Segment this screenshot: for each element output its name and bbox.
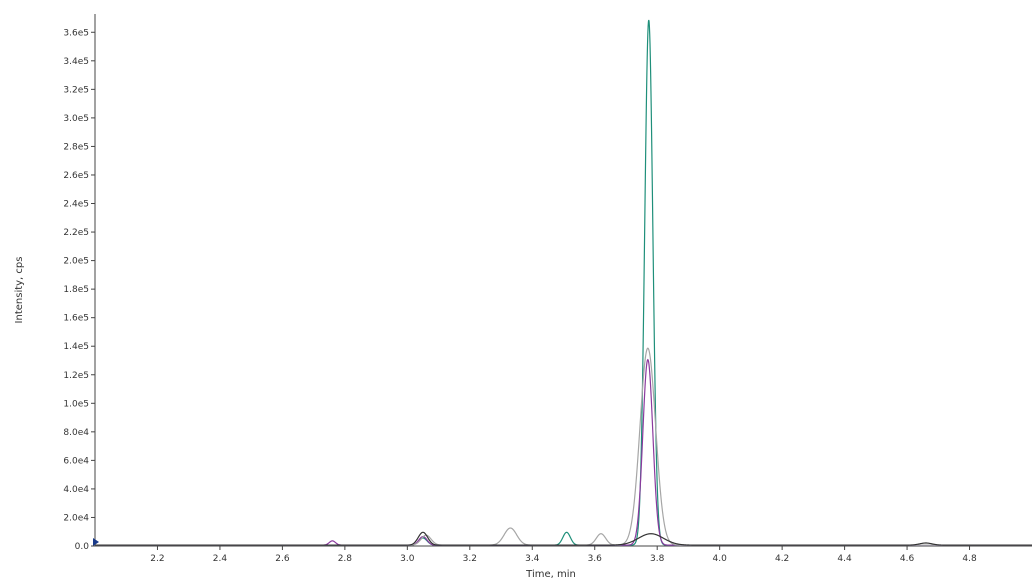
y-tick-label: 3.0e5 — [63, 114, 89, 124]
series-line — [95, 531, 1032, 546]
y-tick-label: 1.0e5 — [63, 399, 89, 409]
x-tick-label: 2.6 — [275, 554, 290, 564]
x-tick-label: 3.0 — [400, 554, 415, 564]
x-tick-label: 2.4 — [213, 554, 228, 564]
x-tick-label: 4.8 — [962, 554, 977, 564]
y-tick-label: 1.4e5 — [63, 342, 89, 352]
y-tick-label: 1.2e5 — [63, 371, 89, 381]
series-line — [95, 347, 1032, 546]
y-tick-label: 2.8e5 — [63, 142, 89, 152]
baseline-marker-icon — [93, 538, 99, 546]
x-tick-label: 3.4 — [525, 554, 540, 564]
y-tick-label: 1.8e5 — [63, 285, 89, 295]
y-tick-label: 2.0e4 — [63, 513, 89, 523]
y-tick-label: 1.6e5 — [63, 314, 89, 324]
y-tick-label: 2.2e5 — [63, 228, 89, 238]
y-tick-label: 4.0e4 — [63, 485, 89, 495]
x-tick-label: 3.2 — [463, 554, 477, 564]
y-tick-label: 2.6e5 — [63, 171, 89, 181]
x-tick-label: 4.2 — [775, 554, 789, 564]
x-tick-label: 2.2 — [150, 554, 164, 564]
x-axis-title: Time, min — [525, 569, 576, 580]
y-tick-label: 2.4e5 — [63, 200, 89, 210]
y-tick-label: 0.0 — [75, 542, 90, 552]
x-tick-label: 3.8 — [650, 554, 665, 564]
series-line — [95, 19, 1032, 546]
x-tick-label: 4.4 — [837, 554, 852, 564]
x-tick-label: 4.6 — [900, 554, 915, 564]
y-tick-label: 3.2e5 — [63, 85, 89, 95]
x-tick-label: 2.8 — [338, 554, 353, 564]
y-tick-label: 3.6e5 — [63, 28, 89, 38]
x-tick-label: 3.6 — [588, 554, 603, 564]
series-line — [95, 358, 1032, 546]
y-tick-label: 3.4e5 — [63, 57, 89, 67]
y-tick-label: 2.0e5 — [63, 257, 89, 267]
x-tick-label: 4.0 — [713, 554, 728, 564]
y-tick-label: 6.0e4 — [63, 456, 89, 466]
y-tick-label: 8.0e4 — [63, 428, 89, 438]
y-axis-title: Intensity, cps — [14, 257, 25, 324]
